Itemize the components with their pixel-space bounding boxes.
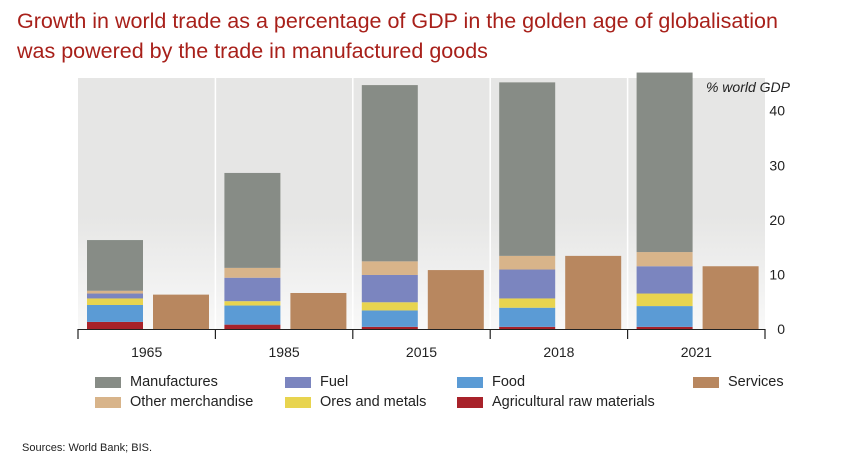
- bar-food-1985: [224, 305, 281, 325]
- bar-services-2018: [565, 255, 622, 329]
- legend-swatch-ores-and-metals: [285, 396, 311, 408]
- bar-ores-and-metals-2021: [636, 293, 693, 307]
- bar-food-1965: [87, 304, 143, 322]
- legend-item-services: Services: [693, 372, 784, 392]
- bar-ores-and-metals-2018: [499, 298, 556, 308]
- bar-food-2018: [499, 307, 556, 327]
- legend-item-manufactures: Manufactures: [95, 372, 218, 392]
- legend-label-services: Services: [728, 374, 784, 390]
- legend-item-fuel: Fuel: [285, 372, 348, 392]
- bar-other-merchandise-1985: [224, 267, 281, 278]
- bar-manufactures-2018: [499, 82, 556, 256]
- x-tick-label-1985: 1985: [269, 344, 300, 360]
- legend-label-food: Food: [492, 374, 526, 390]
- y-tick-label-40: 40: [769, 103, 785, 119]
- bar-manufactures-1985: [224, 172, 281, 268]
- legend-item-other-merchandise: Other merchandise: [95, 392, 253, 412]
- bar-fuel-2021: [636, 266, 693, 294]
- bar-services-2021: [702, 266, 759, 329]
- bar-other-merchandise-2021: [636, 252, 693, 267]
- legend-item-ores-and-metals: Ores and metals: [285, 392, 426, 412]
- y-tick-label-0: 0: [777, 321, 785, 337]
- bar-agricultural-raw-materials-1965: [87, 321, 143, 329]
- legend-swatch-services: [693, 376, 719, 388]
- bar-other-merchandise-2018: [499, 255, 556, 270]
- bar-manufactures-1965: [87, 240, 143, 291]
- y-tick-label-20: 20: [769, 212, 785, 228]
- legend-swatch-manufactures: [95, 376, 121, 388]
- y-axis-unit-label: % world GDP: [706, 79, 791, 95]
- bar-services-2015: [427, 270, 484, 329]
- legend-label-manufactures: Manufactures: [130, 374, 218, 390]
- legend-label-ores-and-metals: Ores and metals: [320, 394, 427, 410]
- bar-ores-and-metals-2015: [361, 302, 418, 311]
- x-tick-label-2015: 2015: [406, 344, 437, 360]
- legend-swatch-other-merchandise: [95, 396, 121, 408]
- source-note: Sources: World Bank; BIS.: [22, 442, 153, 454]
- bar-agricultural-raw-materials-2018: [499, 326, 556, 329]
- chart-title: Growth in world trade as a percentage of…: [17, 6, 862, 66]
- bar-manufactures-2021: [636, 72, 693, 253]
- bar-agricultural-raw-materials-1985: [224, 324, 281, 329]
- bar-ores-and-metals-1985: [224, 301, 281, 306]
- legend-item-agricultural-raw-materials: Agricultural raw materials: [457, 392, 655, 412]
- title-line-2: was powered by the trade in manufactured…: [17, 39, 488, 63]
- bar-manufactures-2015: [361, 85, 418, 262]
- bar-fuel-2018: [499, 269, 556, 299]
- legend-label-fuel: Fuel: [320, 374, 349, 390]
- bar-other-merchandise-1965: [87, 290, 143, 294]
- legend-item-food: Food: [457, 372, 525, 392]
- legend-swatch-food: [457, 376, 483, 388]
- y-tick-label-30: 30: [769, 157, 785, 173]
- bar-fuel-1985: [224, 277, 281, 302]
- bar-agricultural-raw-materials-2015: [361, 326, 418, 329]
- y-tick-label-10: 10: [769, 266, 785, 282]
- bar-ores-and-metals-1965: [87, 298, 143, 305]
- x-tick-label-1965: 1965: [131, 344, 162, 360]
- bar-agricultural-raw-materials-2021: [636, 326, 693, 329]
- bar-services-1965: [153, 294, 209, 329]
- legend-swatch-agricultural-raw-materials: [457, 396, 483, 408]
- bar-food-2015: [361, 310, 418, 327]
- bar-fuel-1965: [87, 293, 143, 299]
- legend-label-agricultural-raw-materials: Agricultural raw materials: [492, 394, 655, 410]
- x-tick-label-2018: 2018: [543, 344, 574, 360]
- legend-swatch-fuel: [285, 376, 311, 388]
- bar-services-1985: [290, 292, 347, 329]
- title-line-1: Growth in world trade as a percentage of…: [17, 9, 778, 33]
- bar-fuel-2015: [361, 274, 418, 303]
- legend: Manufactures Fuel Food Services Other me…: [95, 372, 795, 416]
- bar-food-2021: [636, 306, 693, 327]
- legend-label-other-merchandise: Other merchandise: [130, 394, 254, 410]
- bar-other-merchandise-2015: [361, 261, 418, 275]
- x-tick-label-2021: 2021: [681, 344, 712, 360]
